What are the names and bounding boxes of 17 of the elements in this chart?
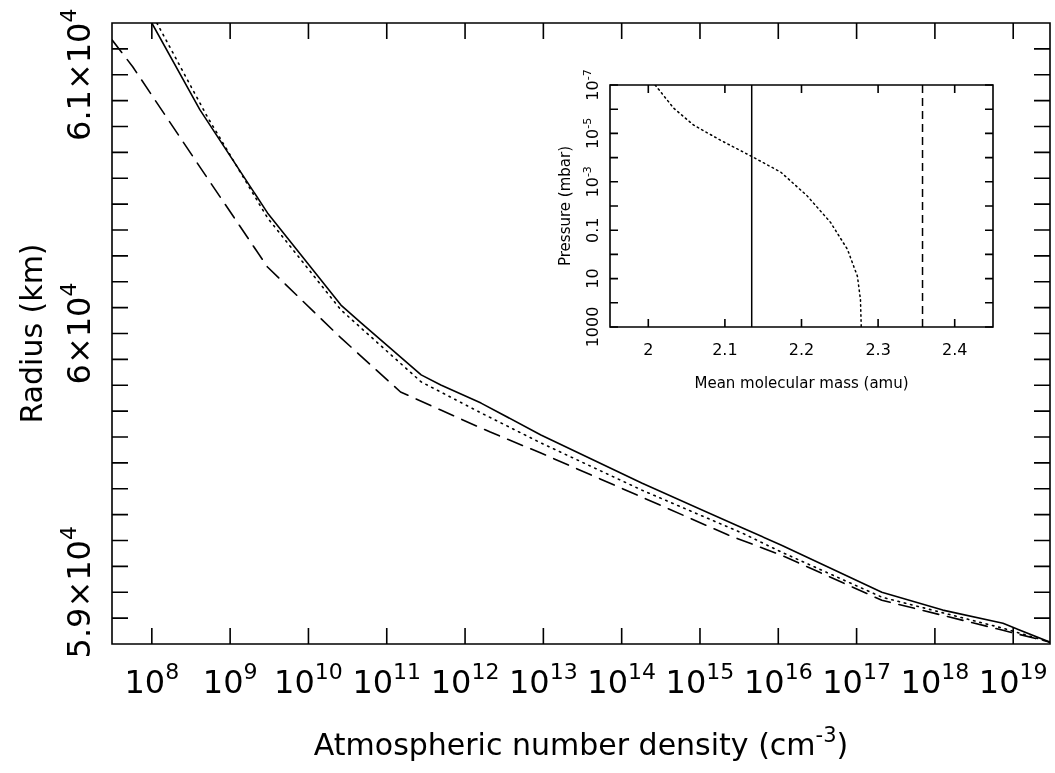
y-tick-label: 1000	[583, 306, 602, 348]
y-tick-label: 10-5	[580, 117, 602, 150]
x-tick-label: 2.2	[788, 340, 815, 359]
x-tick-label: 2.1	[712, 340, 738, 359]
y-tick-label: 6×104	[55, 282, 98, 385]
x-tick-label: 2.4	[941, 340, 968, 359]
y-tick-label: 5.9×104	[55, 526, 98, 659]
y-axis-title: Radius (km)	[14, 243, 49, 424]
x-axis-title: Mean molecular mass (amu)	[694, 374, 909, 392]
y-tick-label: 10-7	[580, 69, 602, 101]
y-tick-label: 10	[583, 268, 602, 289]
x-tick-label: 2	[643, 340, 654, 359]
y-tick-label: 6.1×104	[55, 8, 98, 141]
y-tick-label: 0.1	[583, 217, 602, 243]
y-axis-title: Pressure (mbar)	[556, 145, 574, 267]
x-tick-label: 2.3	[865, 340, 891, 359]
y-tick-label: 10-3	[580, 166, 602, 198]
